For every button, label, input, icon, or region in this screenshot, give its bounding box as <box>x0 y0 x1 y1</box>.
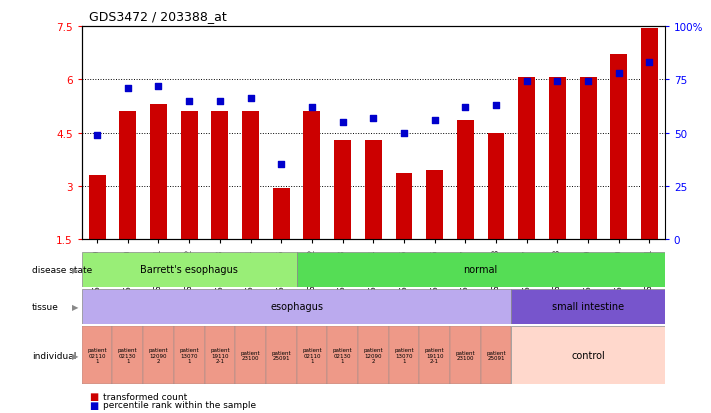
Text: ■: ■ <box>89 392 98 401</box>
Text: patient
02110
1: patient 02110 1 <box>302 347 321 363</box>
Bar <box>549 78 566 240</box>
Text: small intestine: small intestine <box>552 301 624 312</box>
Point <box>153 83 164 90</box>
Point <box>276 162 287 169</box>
Bar <box>518 78 535 240</box>
Bar <box>511 289 665 324</box>
Bar <box>426 171 443 240</box>
Bar <box>511 326 665 384</box>
Text: patient
12090
2: patient 12090 2 <box>149 347 169 363</box>
Text: transformed count: transformed count <box>103 392 187 401</box>
Bar <box>173 326 205 384</box>
Text: GDS3472 / 203388_at: GDS3472 / 203388_at <box>89 10 227 23</box>
Point <box>337 119 348 126</box>
Bar <box>579 78 597 240</box>
Bar <box>296 252 665 287</box>
Point <box>183 98 195 104</box>
Bar <box>450 326 481 384</box>
Text: patient
19110
2-1: patient 19110 2-1 <box>425 347 444 363</box>
Bar <box>242 112 259 240</box>
Bar <box>143 326 173 384</box>
Point <box>429 117 440 124</box>
Text: patient
23100: patient 23100 <box>456 350 475 361</box>
Text: patient
02130
1: patient 02130 1 <box>333 347 353 363</box>
Bar <box>89 176 105 240</box>
Bar <box>419 326 450 384</box>
Text: ▶: ▶ <box>72 351 78 360</box>
Bar <box>304 112 321 240</box>
Bar <box>481 326 511 384</box>
Text: patient
12090
2: patient 12090 2 <box>363 347 383 363</box>
Bar <box>488 133 505 240</box>
Point <box>306 104 318 111</box>
Text: patient
02110
1: patient 02110 1 <box>87 347 107 363</box>
Point <box>582 79 594 85</box>
Point <box>491 102 502 109</box>
Bar <box>211 112 228 240</box>
Bar <box>365 140 382 240</box>
Point <box>214 98 225 104</box>
Bar <box>266 326 296 384</box>
Bar <box>358 326 389 384</box>
Bar <box>82 289 511 324</box>
Point <box>521 79 533 85</box>
Text: percentile rank within the sample: percentile rank within the sample <box>103 400 256 409</box>
Bar <box>235 326 266 384</box>
Text: ■: ■ <box>89 400 98 410</box>
Point <box>122 85 134 92</box>
Point <box>643 60 655 66</box>
Text: patient
25091: patient 25091 <box>486 350 506 361</box>
Point <box>613 70 624 77</box>
Point <box>398 130 410 137</box>
Text: individual: individual <box>32 351 76 360</box>
Text: normal: normal <box>464 264 498 275</box>
Bar <box>181 112 198 240</box>
Bar <box>112 326 143 384</box>
Text: ▶: ▶ <box>72 265 78 274</box>
Point <box>459 104 471 111</box>
Text: patient
19110
2-1: patient 19110 2-1 <box>210 347 230 363</box>
Bar <box>296 326 327 384</box>
Bar <box>82 252 296 287</box>
Text: patient
23100: patient 23100 <box>241 350 260 361</box>
Text: patient
13070
1: patient 13070 1 <box>179 347 199 363</box>
Bar <box>610 55 627 240</box>
Bar <box>389 326 419 384</box>
Text: esophagus: esophagus <box>270 301 323 312</box>
Point <box>552 79 563 85</box>
Text: control: control <box>571 350 605 360</box>
Text: Barrett's esophagus: Barrett's esophagus <box>140 264 238 275</box>
Text: patient
25091: patient 25091 <box>272 350 291 361</box>
Point <box>245 96 256 102</box>
Text: tissue: tissue <box>32 302 59 311</box>
Bar <box>82 326 112 384</box>
Bar <box>334 140 351 240</box>
Text: patient
13070
1: patient 13070 1 <box>394 347 414 363</box>
Text: disease state: disease state <box>32 265 92 274</box>
Bar <box>641 28 658 240</box>
Bar <box>327 326 358 384</box>
Point <box>92 132 103 139</box>
Bar <box>150 105 167 240</box>
Bar <box>457 121 474 240</box>
Bar <box>273 188 289 240</box>
Bar <box>395 174 412 240</box>
Text: patient
02130
1: patient 02130 1 <box>118 347 138 363</box>
Point <box>368 115 379 121</box>
Bar <box>119 112 137 240</box>
Text: ▶: ▶ <box>72 302 78 311</box>
Bar <box>205 326 235 384</box>
